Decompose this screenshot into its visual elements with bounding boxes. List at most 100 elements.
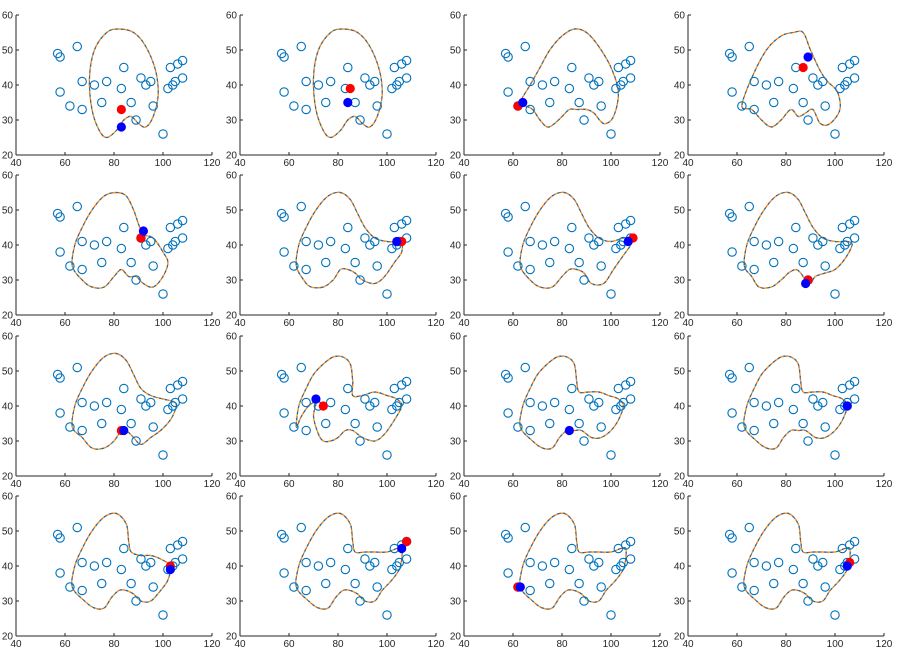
data-point	[355, 275, 365, 285]
y-tick-label: 50	[226, 206, 238, 217]
data-point	[313, 561, 324, 571]
data-point	[279, 568, 289, 578]
x-tick-label: 40	[10, 158, 22, 169]
tour-curve	[88, 28, 159, 139]
x-tick-label: 100	[155, 639, 172, 650]
data-point	[803, 596, 813, 606]
data-point	[773, 557, 784, 568]
red-marker	[345, 83, 355, 94]
x-tick-label: 40	[234, 158, 246, 169]
x-tick-label: 40	[10, 639, 22, 650]
subplot-9: 20 30 40 50 60 40 60 80 100 120	[2, 332, 221, 491]
data-point	[579, 436, 589, 446]
x-tick-label: 60	[507, 639, 519, 650]
data-point	[503, 568, 513, 578]
data-point	[844, 380, 855, 390]
data-point	[744, 41, 754, 52]
data-point	[564, 83, 575, 94]
x-tick-label: 40	[682, 158, 694, 169]
data-point	[360, 394, 370, 404]
data-point	[813, 561, 823, 571]
data-point	[798, 97, 808, 108]
data-point	[163, 404, 173, 415]
x-tick-label: 120	[204, 318, 221, 329]
tour-curve-overlay	[519, 355, 624, 450]
data-point	[768, 418, 779, 429]
x-tick-label: 80	[780, 318, 792, 329]
data-point	[279, 373, 289, 383]
x-tick-label: 60	[283, 318, 295, 329]
data-point	[584, 233, 594, 243]
data-point	[340, 404, 351, 415]
data-point	[136, 73, 146, 83]
data-point	[593, 397, 604, 408]
data-point	[325, 397, 336, 408]
data-point	[126, 578, 136, 589]
x-tick-label: 60	[731, 479, 743, 490]
data-point	[768, 578, 779, 589]
x-tick-label: 40	[234, 479, 246, 490]
data-point	[320, 418, 331, 429]
data-point	[625, 73, 636, 83]
y-tick-label: 20	[450, 632, 462, 643]
x-tick-label: 120	[876, 158, 893, 169]
blue-marker	[518, 97, 528, 108]
data-point	[340, 564, 351, 575]
x-tick-label: 100	[603, 318, 620, 329]
data-point	[525, 236, 535, 247]
tour-curve-overlay	[71, 512, 172, 610]
data-point	[320, 97, 331, 108]
data-point	[849, 55, 860, 66]
tour-curve-overlay	[295, 191, 404, 289]
data-point	[177, 55, 188, 66]
data-point	[141, 401, 151, 411]
y-tick-label: 20	[674, 472, 686, 483]
y-tick-label: 50	[226, 367, 238, 378]
data-point	[791, 222, 801, 233]
data-point	[611, 404, 621, 415]
x-tick-label: 120	[876, 639, 893, 650]
data-point	[625, 554, 636, 564]
data-point	[593, 76, 604, 87]
y-tick-label: 30	[450, 437, 462, 448]
subplot-6: 20 30 40 50 60 40 60 80 100 120	[226, 171, 445, 330]
x-tick-label: 120	[652, 158, 669, 169]
data-point	[788, 243, 799, 254]
data-point	[355, 115, 365, 125]
x-tick-label: 60	[507, 479, 519, 490]
tour-curve	[519, 191, 633, 289]
x-tick-label: 80	[556, 479, 568, 490]
x-tick-label: 40	[458, 479, 470, 490]
data-point	[625, 394, 636, 404]
y-tick-label: 30	[226, 597, 238, 608]
data-point	[625, 376, 636, 387]
data-point	[279, 87, 289, 97]
data-point	[401, 394, 412, 404]
x-tick-label: 60	[731, 318, 743, 329]
data-point	[620, 540, 631, 550]
x-tick-label: 80	[780, 639, 792, 650]
blue-marker	[623, 236, 633, 247]
data-point	[101, 397, 112, 408]
data-point	[513, 261, 523, 271]
data-point	[279, 52, 289, 62]
data-point	[503, 373, 513, 383]
x-tick-label: 120	[204, 479, 221, 490]
data-point	[177, 536, 188, 547]
y-tick-label: 60	[226, 492, 238, 503]
data-point	[567, 62, 577, 73]
data-point	[89, 240, 100, 250]
data-point	[387, 243, 397, 254]
y-tick-label: 20	[226, 632, 238, 643]
data-point	[360, 233, 370, 243]
x-tick-label: 80	[332, 639, 344, 650]
red-marker	[798, 62, 808, 73]
tour-curve-overlay	[295, 512, 403, 610]
y-tick-label: 60	[226, 11, 238, 22]
data-point	[72, 522, 83, 533]
data-point	[835, 83, 845, 94]
data-point	[177, 233, 188, 243]
data-point	[355, 596, 365, 606]
data-point	[372, 422, 382, 432]
y-tick-label: 60	[450, 11, 462, 22]
